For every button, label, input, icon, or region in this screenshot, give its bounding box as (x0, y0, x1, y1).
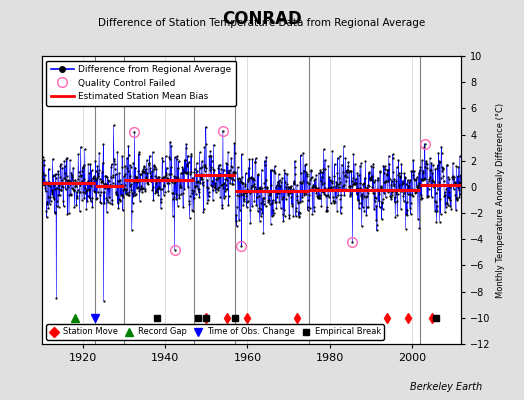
Y-axis label: Monthly Temperature Anomaly Difference (°C): Monthly Temperature Anomaly Difference (… (496, 102, 505, 298)
Text: Berkeley Earth: Berkeley Earth (410, 382, 482, 392)
Text: Difference of Station Temperature Data from Regional Average: Difference of Station Temperature Data f… (99, 18, 425, 28)
Legend: Station Move, Record Gap, Time of Obs. Change, Empirical Break: Station Move, Record Gap, Time of Obs. C… (46, 324, 384, 340)
Text: CONRAD: CONRAD (222, 10, 302, 28)
